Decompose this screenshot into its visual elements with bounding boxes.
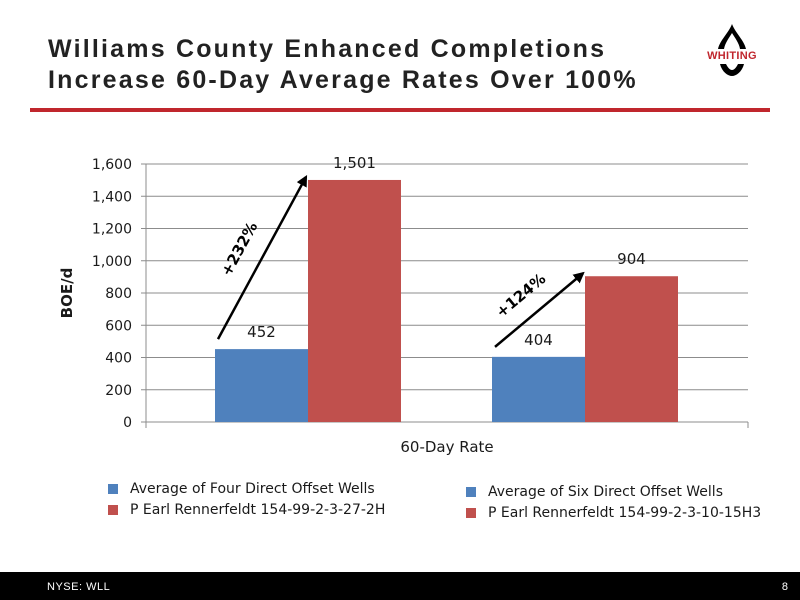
legend-label: Average of Four Direct Offset Wells: [130, 480, 375, 497]
legend-label: Average of Six Direct Offset Wells: [488, 483, 723, 500]
increase-arrow: [494, 271, 585, 348]
footer-bar: NYSE: WLL 8: [0, 572, 800, 600]
legend-right: Average of Six Direct Offset Wells P Earl…: [466, 481, 761, 523]
legend-item: P Earl Rennerfeldt 154-99-2-3-10-15H3: [466, 502, 761, 523]
legend-label: P Earl Rennerfeldt 154-99-2-3-27-2H: [130, 501, 386, 518]
legend-swatch: [108, 483, 118, 494]
legend-swatch: [466, 486, 476, 497]
legend-left: Average of Four Direct Offset Wells P Ear…: [108, 478, 385, 520]
bar: [215, 349, 308, 422]
legend-label: P Earl Rennerfeldt 154-99-2-3-10-15H3: [488, 504, 762, 521]
y-tick-label: 1,000: [92, 254, 132, 270]
slide-title-line-2: Increase 60-Day Average Rates Over 100%: [48, 66, 638, 94]
slide-title-line-1: Williams County Enhanced Completions: [48, 35, 607, 63]
bar: [308, 179, 401, 422]
legend-item: Average of Six Direct Offset Wells: [466, 481, 761, 502]
data-label: 1,501: [333, 154, 376, 172]
data-label: 452: [247, 323, 276, 341]
data-label: 404: [524, 331, 553, 349]
data-label: 904: [617, 250, 646, 268]
y-tick-label: 1,600: [92, 157, 132, 173]
bar-chart: 0 200 400 600 800 1,000 1,200 1,400 1,600 452 1,50…: [58, 154, 749, 456]
legend-swatch: [108, 504, 118, 515]
slide-title: Williams County Enhanced Completions Inc…: [48, 34, 688, 96]
y-tick-label: 1,400: [92, 189, 132, 205]
y-tick-label: 0: [123, 415, 132, 431]
legend-item: P Earl Rennerfeldt 154-99-2-3-27-2H: [108, 499, 385, 520]
y-tick-label: 200: [105, 383, 132, 399]
y-tick-label: 800: [105, 286, 132, 302]
increase-arrow: [216, 174, 308, 340]
logo-wordmark: WHITING: [707, 50, 757, 62]
x-axis-title: 60-Day Rate: [400, 438, 493, 456]
y-tick-label: 1,200: [92, 222, 132, 238]
company-logo: WHITING: [698, 20, 766, 80]
legend-item: Average of Four Direct Offset Wells: [108, 478, 385, 499]
footer-ticker: NYSE: WLL: [47, 581, 111, 593]
bar: [492, 356, 585, 422]
page-number: 8: [781, 581, 788, 593]
increase-label: +124%: [492, 270, 549, 322]
oil-drop-logo-icon: [718, 24, 746, 76]
bar: [585, 276, 678, 422]
y-tick-label: 600: [105, 318, 132, 334]
legend-swatch: [466, 507, 476, 518]
title-divider: [30, 108, 770, 112]
y-axis-title: BOE/d: [58, 268, 76, 319]
y-tick-label: 400: [105, 351, 132, 367]
